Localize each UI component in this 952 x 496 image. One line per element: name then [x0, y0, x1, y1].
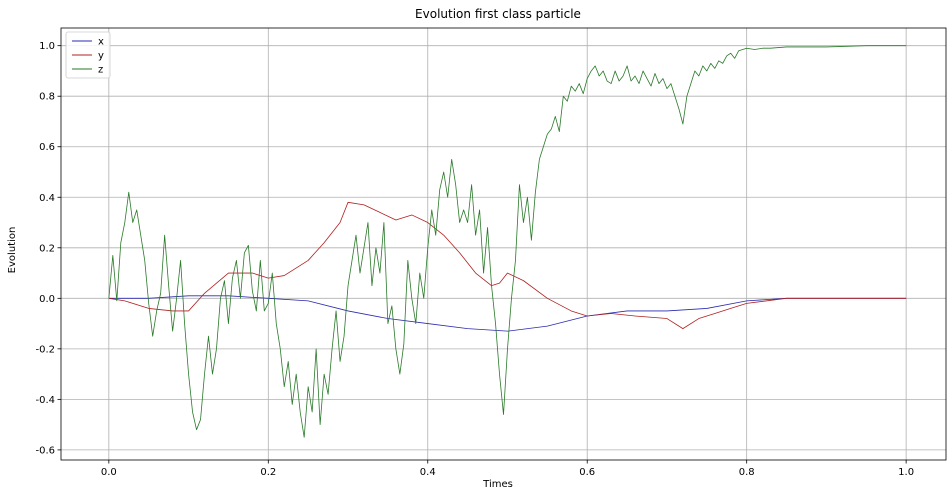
y-tick-label: 0.6 [39, 142, 55, 153]
x-tick-label: 0.6 [579, 467, 595, 478]
x-tick-label: 0.8 [739, 467, 755, 478]
x-axis: 0.0 0.2 0.4 0.6 0.8 1.0 [101, 460, 914, 478]
legend: xyz [65, 31, 111, 79]
x-tick-label: 1.0 [898, 467, 914, 478]
y-tick-label: 1.0 [39, 41, 55, 52]
y-tick-label: -0.4 [35, 395, 55, 406]
x-tick-label: 0.4 [420, 467, 436, 478]
chart-title: Evolution first class particle [415, 7, 581, 21]
y-tick-label: 0.0 [39, 294, 55, 305]
y-tick-label: -0.2 [35, 344, 55, 355]
legend-label-z: z [98, 65, 103, 76]
series-line-y [108, 201, 907, 330]
series-line-z [108, 45, 907, 438]
series-lines [108, 45, 907, 438]
y-axis: -0.6 -0.4 -0.2 0.0 0.2 0.4 0.6 0.8 1.0 [35, 41, 61, 456]
legend-label-x: x [98, 37, 104, 48]
legend-label-y: y [98, 51, 104, 62]
y-tick-label: 0.4 [39, 193, 55, 204]
y-tick-label: 0.8 [39, 92, 55, 103]
x-axis-title: Times [482, 479, 513, 490]
y-tick-label: 0.2 [39, 243, 55, 254]
x-tick-label: 0.0 [101, 467, 117, 478]
y-tick-label: -0.6 [35, 445, 55, 456]
series-line-x [108, 295, 907, 332]
plot-frame [60, 27, 947, 461]
y-axis-title: Evolution [7, 227, 18, 274]
x-tick-label: 0.2 [260, 467, 276, 478]
